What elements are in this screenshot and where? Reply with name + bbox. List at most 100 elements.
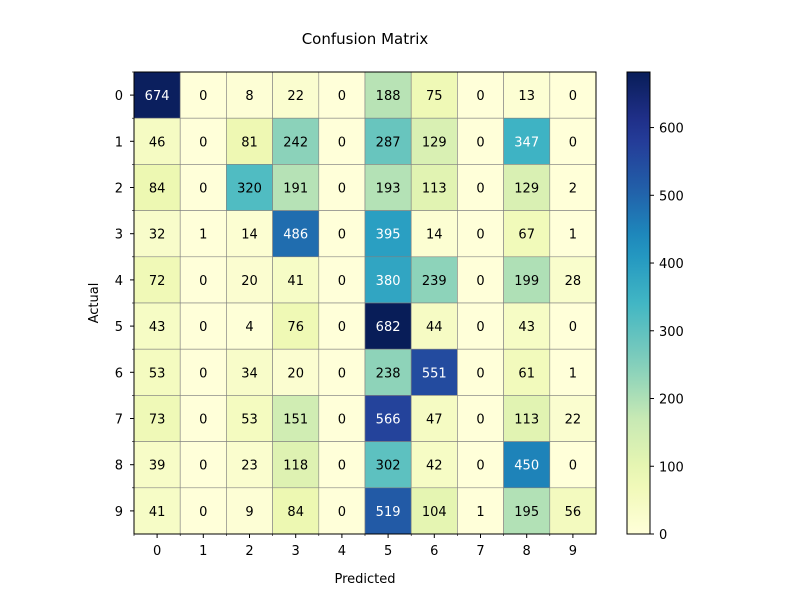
cell-value-label: 0	[569, 320, 577, 335]
cell-value-label: 347	[514, 135, 539, 150]
heatmap-cell	[457, 395, 504, 442]
cell-value-label: 0	[476, 274, 484, 289]
heatmap-cell	[364, 256, 412, 304]
heatmap-cell	[272, 395, 320, 442]
cell-value-label: 0	[569, 135, 577, 150]
x-tick-label: 9	[569, 544, 577, 559]
heatmap-cell	[457, 164, 504, 211]
heatmap-cell	[503, 210, 551, 258]
y-tick-label: 1	[115, 135, 123, 150]
cell-value-label: 0	[338, 89, 346, 104]
cell-value-label: 0	[338, 182, 346, 197]
y-axis-label: Actual	[87, 283, 102, 324]
cell-value-label: 14	[241, 228, 258, 243]
cell-value-label: 0	[569, 459, 577, 474]
cell-value-label: 44	[426, 320, 443, 335]
heatmap-cell	[133, 210, 181, 258]
heatmap-cell	[503, 302, 551, 350]
cell-value-label: 320	[237, 182, 262, 197]
heatmap-cell	[318, 441, 366, 489]
heatmap-cell	[549, 487, 597, 535]
cell-value-label: 0	[199, 413, 207, 428]
heatmap-cell	[318, 302, 366, 350]
y-tick-label: 5	[115, 320, 123, 335]
heatmap-cell	[503, 441, 551, 489]
heatmap-cell	[549, 210, 597, 258]
cell-value-label: 0	[199, 366, 207, 381]
heatmap-cell	[503, 117, 551, 165]
heatmap-cell	[410, 395, 458, 442]
colorbar-tick-label: 600	[659, 122, 684, 137]
cell-value-label: 0	[199, 274, 207, 289]
cell-value-label: 118	[283, 459, 308, 474]
cell-value-label: 113	[422, 182, 447, 197]
x-tick-label: 3	[292, 544, 300, 559]
cell-value-label: 46	[149, 135, 166, 150]
cell-value-label: 287	[376, 135, 401, 150]
cell-value-label: 0	[338, 366, 346, 381]
y-tick-label: 3	[115, 228, 123, 243]
heatmap-cell	[226, 117, 273, 165]
cell-value-label: 39	[149, 459, 166, 474]
cell-value-label: 0	[338, 274, 346, 289]
cell-value-label: 34	[241, 366, 258, 381]
cell-value-label: 47	[426, 413, 443, 428]
heatmap-cell	[457, 348, 504, 396]
heatmap-cell	[179, 164, 227, 211]
cell-value-label: 0	[338, 459, 346, 474]
heatmap-cell	[549, 71, 597, 119]
cell-value-label: 0	[476, 182, 484, 197]
cell-value-label: 13	[518, 89, 535, 104]
heatmap-cell	[457, 117, 504, 165]
cell-value-label: 0	[338, 135, 346, 150]
heatmap-cell	[457, 487, 504, 535]
colorbar-tick-label: 500	[659, 189, 684, 204]
cell-value-label: 72	[149, 274, 166, 289]
heatmap-cell	[410, 210, 458, 258]
cell-value-label: 0	[476, 459, 484, 474]
cell-value-label: 674	[145, 89, 170, 104]
cell-value-label: 0	[338, 413, 346, 428]
heatmap-cell	[364, 71, 412, 119]
cell-value-label: 0	[338, 320, 346, 335]
cell-value-label: 61	[518, 366, 535, 381]
colorbar-tick-label: 300	[659, 325, 684, 340]
heatmap-cell	[179, 71, 227, 119]
heatmap-cell	[503, 395, 551, 442]
heatmap-cell	[364, 302, 412, 350]
cell-value-label: 0	[476, 413, 484, 428]
cell-value-label: 0	[476, 228, 484, 243]
cell-value-label: 14	[426, 228, 443, 243]
colorbar-tick-label: 400	[659, 257, 684, 272]
cell-value-label: 53	[241, 413, 258, 428]
cell-value-label: 195	[514, 505, 539, 520]
cell-value-label: 551	[422, 366, 447, 381]
cell-value-label: 20	[287, 366, 304, 381]
colorbar-ticks: 0 100 200 300 400 500 600	[650, 122, 684, 543]
cell-value-label: 4	[245, 320, 253, 335]
cell-value-label: 75	[426, 89, 443, 104]
x-axis-label: Predicted	[334, 572, 395, 587]
cell-value-label: 188	[376, 89, 401, 104]
y-tick-label: 4	[115, 274, 123, 289]
cell-value-label: 0	[199, 505, 207, 520]
heatmap-cell	[226, 441, 273, 489]
cell-value-label: 20	[241, 274, 258, 289]
heatmap-cell	[318, 210, 366, 258]
cell-value-label: 104	[422, 505, 447, 520]
cell-value-label: 380	[376, 274, 401, 289]
heatmap-cell	[549, 117, 597, 165]
heatmap-cell	[364, 487, 412, 535]
cell-value-label: 566	[376, 413, 401, 428]
x-tick-label: 7	[476, 544, 484, 559]
cell-value-label: 0	[476, 366, 484, 381]
heatmap-cell	[410, 164, 458, 211]
heatmap-cell	[318, 487, 366, 535]
heatmap-cell	[457, 441, 504, 489]
heatmap-cell	[226, 256, 273, 304]
cell-value-label: 0	[199, 459, 207, 474]
cell-value-label: 0	[338, 228, 346, 243]
cell-value-label: 238	[376, 366, 401, 381]
heatmap-cell	[272, 348, 320, 396]
